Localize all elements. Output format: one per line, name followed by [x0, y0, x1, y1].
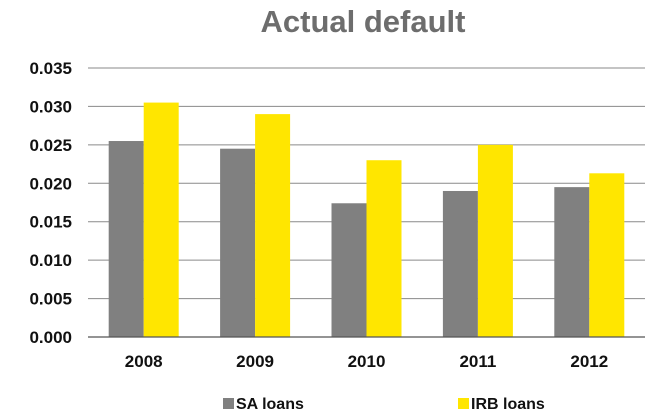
- y-tick-label: 0.015: [29, 213, 72, 232]
- bar-sa-loans-2008: [108, 141, 144, 337]
- legend-item-sa-loans: SA loans: [223, 396, 304, 412]
- legend-swatch: [458, 398, 469, 409]
- bar-irb-loans-2011: [477, 144, 513, 337]
- bar-irb-loans-2008: [143, 102, 179, 337]
- y-tick-label: 0.005: [29, 290, 72, 309]
- x-axis: 2008 2009 2010 2011 2012: [125, 352, 608, 371]
- bar-sa-loans-2011: [442, 190, 478, 337]
- y-tick-label: 0.035: [29, 59, 72, 78]
- bar-sa-loans-2009: [220, 148, 256, 337]
- y-axis: 0.000 0.005 0.010 0.015 0.020 0.025 0.030 0.035: [29, 59, 72, 347]
- legend-swatch: [223, 398, 234, 409]
- legend-label: SA loans: [236, 396, 304, 412]
- legend-item-irb-loans: IRB loans: [458, 396, 545, 412]
- bar-irb-loans-2012: [589, 173, 625, 337]
- bar-sa-loans-2012: [554, 187, 590, 337]
- x-tick-label: 2009: [236, 352, 274, 371]
- x-tick-label: 2012: [570, 352, 608, 371]
- y-tick-label: 0.020: [29, 174, 72, 193]
- y-tick-label: 0.000: [29, 328, 72, 347]
- y-tick-label: 0.025: [29, 136, 72, 155]
- bar-sa-loans-2010: [331, 203, 367, 337]
- bars: [108, 102, 625, 337]
- legend-label: IRB loans: [471, 396, 545, 412]
- x-tick-label: 2008: [125, 352, 163, 371]
- chart-title: Actual default: [261, 4, 466, 39]
- bar-irb-loans-2010: [366, 160, 402, 337]
- bar-irb-loans-2009: [255, 114, 291, 337]
- x-tick-label: 2011: [459, 352, 496, 371]
- y-tick-label: 0.030: [29, 97, 72, 116]
- legend: SA loans IRB loans: [223, 396, 545, 412]
- x-tick-label: 2010: [348, 352, 386, 371]
- y-tick-label: 0.010: [29, 251, 72, 270]
